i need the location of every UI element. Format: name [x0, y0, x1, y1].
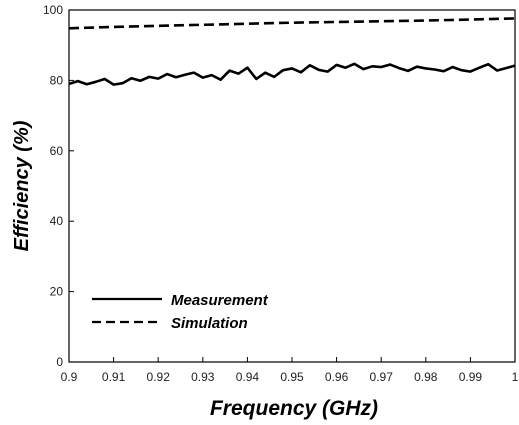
x-axis-title: Frequency (GHz) [210, 397, 378, 420]
legend-label-measurement: Measurement [171, 292, 269, 309]
y-tick-label: 20 [50, 285, 64, 299]
x-tick-label: 0.92 [147, 370, 171, 384]
x-axis-ticks: 0.9 0.91 0.92 0.93 0.94 0.95 0.96 0.97 0.98 0.99 1 [61, 357, 519, 384]
y-tick-label: 0 [56, 355, 63, 369]
x-tick-label: 0.98 [414, 370, 438, 384]
x-tick-label: 0.95 [280, 370, 304, 384]
x-tick-label: 0.93 [191, 370, 215, 384]
y-tick-label: 100 [43, 3, 63, 17]
x-tick-label: 0.99 [459, 370, 483, 384]
series-layer [68, 17, 516, 86]
x-tick-label: 0.96 [325, 370, 349, 384]
series-line-simulation [68, 17, 516, 30]
plot-area-frame [68, 9, 516, 363]
x-tick-label: 1 [512, 370, 519, 384]
legend-label-simulation: Simulation [171, 315, 248, 332]
x-tick-label: 0.9 [61, 370, 78, 384]
x-tick-label: 0.91 [102, 370, 126, 384]
y-axis-title: Efficiency (%) [11, 120, 33, 251]
x-tick-label: 0.97 [370, 370, 394, 384]
y-tick-label: 80 [50, 73, 64, 87]
y-tick-label: 40 [50, 214, 64, 228]
legend: Measurement Simulation [92, 292, 269, 332]
y-axis-ticks: 0 20 40 60 80 100 [43, 3, 74, 369]
y-tick-label: 60 [50, 144, 64, 158]
series-line-measurement [68, 62, 516, 86]
x-tick-label: 0.94 [236, 370, 260, 384]
